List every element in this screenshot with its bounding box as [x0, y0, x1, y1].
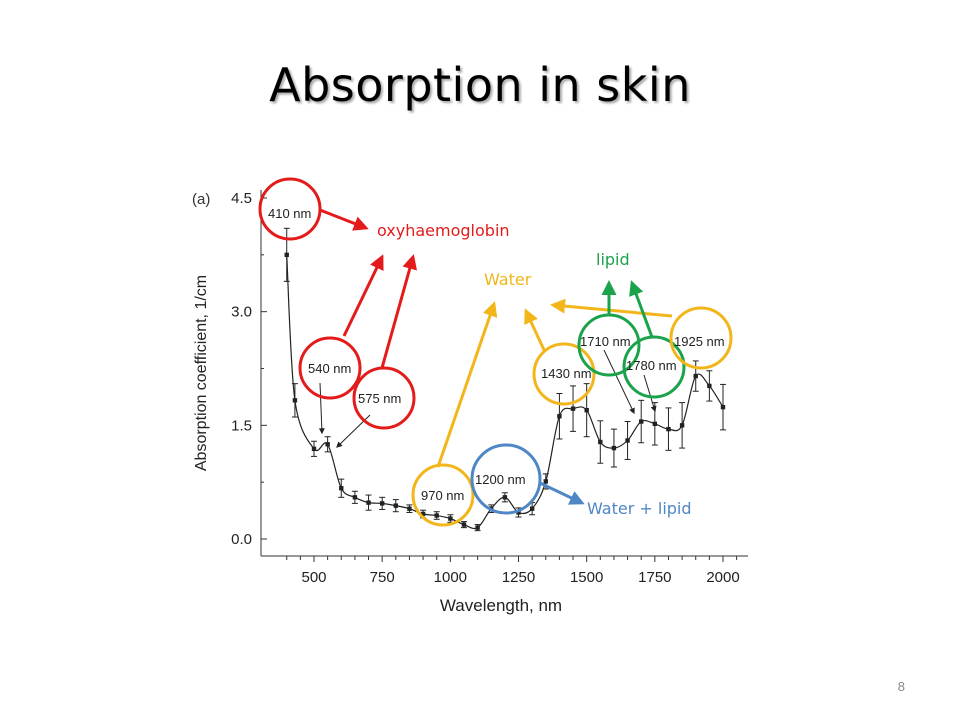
category-labels: oxyhaemoglobin lipid Water Water + lipid [377, 221, 692, 518]
pointer-1780 [643, 374, 657, 413]
circle-1780nm [622, 335, 686, 399]
data-point [420, 511, 426, 517]
data-point [448, 516, 453, 521]
data-point [352, 495, 358, 500]
arrow-1200-water-lipid [539, 481, 585, 505]
label-1200nm: 1200 nm [475, 472, 526, 487]
data-point [584, 407, 589, 413]
x-tick-label: 500 [301, 569, 326, 586]
x-axis-label: Wavelength, nm [440, 596, 562, 615]
data-point [325, 442, 330, 447]
circle-1200nm [470, 443, 542, 515]
data-point [461, 522, 467, 527]
data-point [379, 501, 385, 506]
data-point [284, 252, 289, 258]
circle-575nm [352, 366, 416, 430]
data-point [529, 506, 535, 511]
x-tick-label: 1750 [638, 569, 671, 586]
data-point [720, 404, 726, 410]
data-point [557, 414, 562, 419]
label-1710nm: 1710 nm [580, 334, 631, 349]
circle-1925nm [669, 306, 733, 370]
panel-label: (a) [192, 191, 210, 208]
y-axis-label: Absorption coefficient, 1/cm [193, 275, 210, 471]
circle-410nm [258, 177, 322, 241]
data-point [666, 426, 671, 432]
arrow-1925-water [550, 298, 673, 318]
x-tick-label: 1000 [434, 569, 467, 586]
data-markers [284, 252, 726, 530]
data-point [502, 495, 508, 500]
data-point [292, 398, 298, 403]
data-series [283, 227, 726, 532]
label-oxyhaemoglobin: oxyhaemoglobin [377, 221, 510, 240]
x-tick-label: 750 [370, 569, 395, 586]
x-tick-label: 2000 [706, 569, 739, 586]
circle-540nm [298, 336, 362, 400]
arrow-410-oxyhaemoglobin [319, 208, 369, 231]
data-point [516, 510, 521, 515]
label-1780nm: 1780 nm [626, 358, 677, 373]
series-line [286, 254, 724, 530]
arrow-1430-water [524, 308, 546, 351]
data-point [693, 373, 698, 379]
data-point [407, 506, 412, 511]
data-point [434, 513, 439, 518]
y-tick-label: 4.5 [231, 190, 252, 207]
data-point [339, 486, 344, 491]
circle-1430nm [532, 342, 596, 406]
annotation-labels: 410 nm 540 nm 575 nm 970 nm 1200 nm 1430… [268, 206, 725, 503]
arrow-1780-lipid [629, 280, 654, 338]
page-number: 8 [897, 679, 905, 694]
data-point [611, 445, 617, 451]
data-point [639, 419, 644, 424]
y-tick-label: 0.0 [231, 531, 252, 548]
label-water-lipid: Water + lipid [587, 499, 692, 518]
category-arrows [319, 208, 673, 505]
x-ticks: 500 750 1000 1250 1500 1750 2000 [286, 556, 740, 586]
data-point [598, 439, 603, 445]
y-ticks: 0.0 1.5 3.0 4.5 [231, 190, 267, 548]
data-point [393, 503, 398, 508]
label-1925nm: 1925 nm [674, 334, 725, 349]
arrow-540-oxyhaemoglobin [342, 254, 384, 337]
label-1430nm: 1430 nm [541, 366, 592, 381]
y-tick-label: 1.5 [231, 417, 252, 434]
x-tick-label: 1250 [502, 569, 535, 586]
label-410nm: 410 nm [268, 206, 311, 221]
y-tick-label: 3.0 [231, 304, 252, 321]
arrow-970-water [436, 301, 498, 468]
annotation-circles [258, 177, 733, 527]
data-point [475, 525, 480, 530]
label-575nm: 575 nm [358, 391, 401, 406]
data-point [311, 446, 317, 452]
x-tick-label: 1500 [570, 569, 603, 586]
data-point [366, 500, 371, 505]
data-point [570, 406, 576, 411]
data-point [543, 479, 548, 484]
pointer-540 [318, 382, 325, 435]
data-point [679, 423, 685, 428]
pointer-1710 [603, 349, 635, 415]
label-lipid: lipid [596, 250, 630, 269]
arrow-575-oxyhaemoglobin [380, 254, 417, 369]
circle-970nm [411, 463, 475, 527]
label-water: Water [484, 270, 532, 289]
label-970nm: 970 nm [421, 488, 464, 503]
data-point [707, 383, 712, 389]
slide-title: Absorption in skin [269, 58, 691, 112]
data-point [625, 438, 630, 443]
circle-1710nm [577, 313, 641, 377]
data-point [652, 421, 658, 427]
label-540nm: 540 nm [308, 361, 351, 376]
